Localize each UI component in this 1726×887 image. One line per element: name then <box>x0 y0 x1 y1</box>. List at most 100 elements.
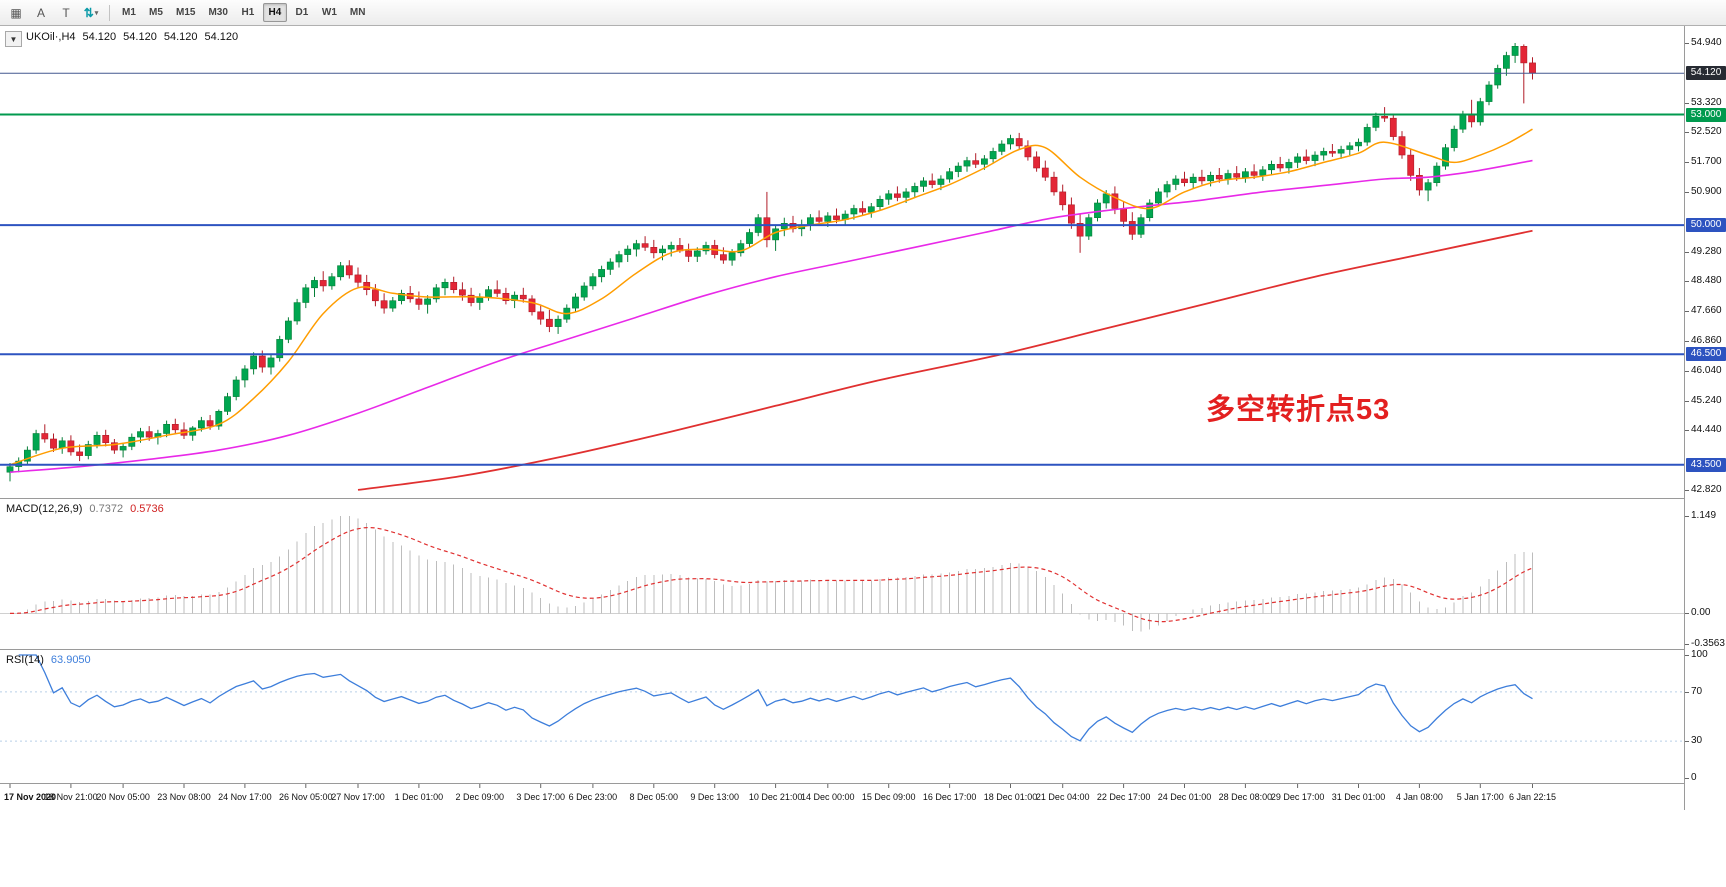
macd-splitter[interactable] <box>0 498 1726 499</box>
timeframe-h4-button[interactable]: H4 <box>262 3 287 22</box>
price-axis-tick: 0.00 <box>1691 607 1711 619</box>
axis-tick-mark <box>1685 516 1689 518</box>
svg-text:17 Nov 2020: 17 Nov 2020 <box>4 792 56 802</box>
close-value: 54.120 <box>204 31 239 43</box>
svg-text:4 Jan 08:00: 4 Jan 08:00 <box>1396 792 1443 802</box>
price-axis-tick: 50.900 <box>1691 185 1722 197</box>
axis-tick-mark <box>1685 102 1689 104</box>
axis-tick-mark <box>1685 613 1689 615</box>
price-axis-tick: 46.860 <box>1691 334 1722 346</box>
price-axis-tick: 48.480 <box>1691 275 1722 287</box>
toolbar-separator <box>109 4 110 21</box>
price-axis-tick: 51.700 <box>1691 156 1722 168</box>
dropdown-caret-icon: ▾ <box>94 9 99 17</box>
text-box-icon[interactable]: T <box>62 5 70 20</box>
axis-tick-mark <box>1685 371 1689 373</box>
timeframe-d1-button[interactable]: D1 <box>295 7 309 18</box>
one-click-trading-toggle[interactable]: ▼ <box>5 31 22 47</box>
timeframe-m15-button[interactable]: M15 <box>176 7 196 18</box>
axis-tick-mark <box>1685 430 1689 432</box>
axis-tick-mark <box>1685 281 1689 283</box>
svg-text:18 Nov 21:00: 18 Nov 21:00 <box>44 792 98 802</box>
svg-text:24 Nov 17:00: 24 Nov 17:00 <box>218 792 272 802</box>
axis-tick-mark <box>1685 655 1689 656</box>
price-axis-tick: 54.940 <box>1691 36 1722 48</box>
price-axis-tick: 52.520 <box>1691 126 1722 138</box>
axis-tick-mark <box>1685 691 1689 693</box>
axis-tick-mark <box>1685 489 1689 491</box>
price-chart-panel[interactable]: ▼ UKOil·,H4 54.120 54.120 54.120 54.120 … <box>0 26 1684 498</box>
svg-text:21 Dec 04:00: 21 Dec 04:00 <box>1036 792 1090 802</box>
rsi-plot[interactable] <box>0 650 1684 783</box>
text-label-icon[interactable]: A <box>36 5 45 20</box>
price-axis-tick: -0.3563 <box>1691 637 1725 649</box>
axis-tick-mark <box>1685 643 1689 645</box>
svg-text:3 Dec 17:00: 3 Dec 17:00 <box>516 792 565 802</box>
rsi-panel[interactable]: RSI(14) 63.9050 <box>0 650 1684 783</box>
rsi-name: RSI(14) <box>6 654 44 666</box>
macd-panel[interactable]: MACD(12,26,9) 0.7372 0.5736 <box>0 499 1684 649</box>
price-level-badge: 46.500 <box>1686 347 1726 362</box>
svg-text:20 Nov 05:00: 20 Nov 05:00 <box>96 792 150 802</box>
macd-main-value: 0.7372 <box>89 503 124 515</box>
chart-grid-icon[interactable]: ▦ <box>10 5 22 20</box>
svg-text:1 Dec 01:00: 1 Dec 01:00 <box>395 792 444 802</box>
axis-tick-mark <box>1685 340 1689 342</box>
svg-text:9 Dec 13:00: 9 Dec 13:00 <box>690 792 739 802</box>
axis-tick-mark <box>1685 311 1689 313</box>
macd-name: MACD(12,26,9) <box>6 503 83 515</box>
svg-text:27 Nov 17:00: 27 Nov 17:00 <box>331 792 385 802</box>
axis-tick-mark <box>1685 400 1689 402</box>
price-axis-tick: 1.149 <box>1691 510 1717 522</box>
axis-tick-mark <box>1685 162 1689 164</box>
chart-annotation: 多空转折点53 <box>1206 394 1391 426</box>
svg-text:29 Dec 17:00: 29 Dec 17:00 <box>1271 792 1325 802</box>
price-level-badge: 54.120 <box>1686 66 1726 81</box>
svg-text:24 Dec 01:00: 24 Dec 01:00 <box>1158 792 1212 802</box>
price-axis-tick: 42.820 <box>1691 483 1722 495</box>
svg-text:14 Dec 00:00: 14 Dec 00:00 <box>801 792 855 802</box>
price-axis-tick: 70 <box>1691 685 1703 697</box>
axis-tick-mark <box>1685 778 1689 779</box>
svg-text:6 Dec 23:00: 6 Dec 23:00 <box>569 792 618 802</box>
rsi-splitter[interactable] <box>0 649 1726 650</box>
timeframe-h1-button[interactable]: H1 <box>241 7 255 18</box>
svg-text:22 Dec 17:00: 22 Dec 17:00 <box>1097 792 1151 802</box>
time-axis[interactable]: 17 Nov 2020 18 Nov 21:00 20 Nov 05:00 23 No… <box>0 783 1684 810</box>
axis-tick-mark <box>1685 42 1689 44</box>
price-axis-tick: 47.660 <box>1691 305 1722 317</box>
price-axis[interactable]: 54.940 54.120 53.320 53.000 52.520 51.700 50.9… <box>1684 26 1726 810</box>
axis-tick-mark <box>1685 191 1689 193</box>
svg-text:31 Dec 01:00: 31 Dec 01:00 <box>1332 792 1386 802</box>
high-value: 54.120 <box>123 31 157 43</box>
timeframe-m1-button[interactable]: M1 <box>122 7 136 18</box>
indicators-icon[interactable]: ⇅ ▾ <box>79 2 103 24</box>
rsi-label: RSI(14) 63.9050 <box>6 654 91 666</box>
svg-text:15 Dec 09:00: 15 Dec 09:00 <box>862 792 916 802</box>
toolbar: ▦ A T ⇅ ▾ M1 M5 M15 M30 H1 H4 D1 W1 MN <box>0 0 1726 26</box>
timeframe-m5-button[interactable]: M5 <box>149 7 163 18</box>
price-level-badge: 43.500 <box>1686 457 1726 472</box>
svg-text:8 Dec 05:00: 8 Dec 05:00 <box>630 792 679 802</box>
price-axis-tick: 49.280 <box>1691 245 1722 257</box>
svg-text:18 Dec 01:00: 18 Dec 01:00 <box>984 792 1038 802</box>
svg-text:28 Dec 08:00: 28 Dec 08:00 <box>1219 792 1273 802</box>
open-value: 54.120 <box>82 31 117 43</box>
price-axis-tick: 46.040 <box>1691 365 1722 377</box>
chart-title: UKOil·,H4 54.120 54.120 54.120 54.120 <box>26 31 238 43</box>
timeframe-w1-button[interactable]: W1 <box>321 7 337 18</box>
price-axis-tick: 53.320 <box>1691 96 1722 108</box>
candlestick-chart[interactable] <box>0 26 1684 498</box>
axis-tick-mark <box>1685 741 1689 743</box>
price-axis-tick: 0 <box>1691 772 1697 783</box>
macd-plot[interactable] <box>0 499 1684 649</box>
svg-text:5 Jan 17:00: 5 Jan 17:00 <box>1457 792 1504 802</box>
indicators-arrows-icon: ⇅ <box>83 5 94 20</box>
svg-text:23 Nov 08:00: 23 Nov 08:00 <box>157 792 211 802</box>
timeframe-mn-button[interactable]: MN <box>349 7 366 18</box>
macd-label: MACD(12,26,9) 0.7372 0.5736 <box>6 503 164 515</box>
svg-text:10 Dec 21:00: 10 Dec 21:00 <box>749 792 803 802</box>
timeframe-m30-button[interactable]: M30 <box>208 7 228 18</box>
